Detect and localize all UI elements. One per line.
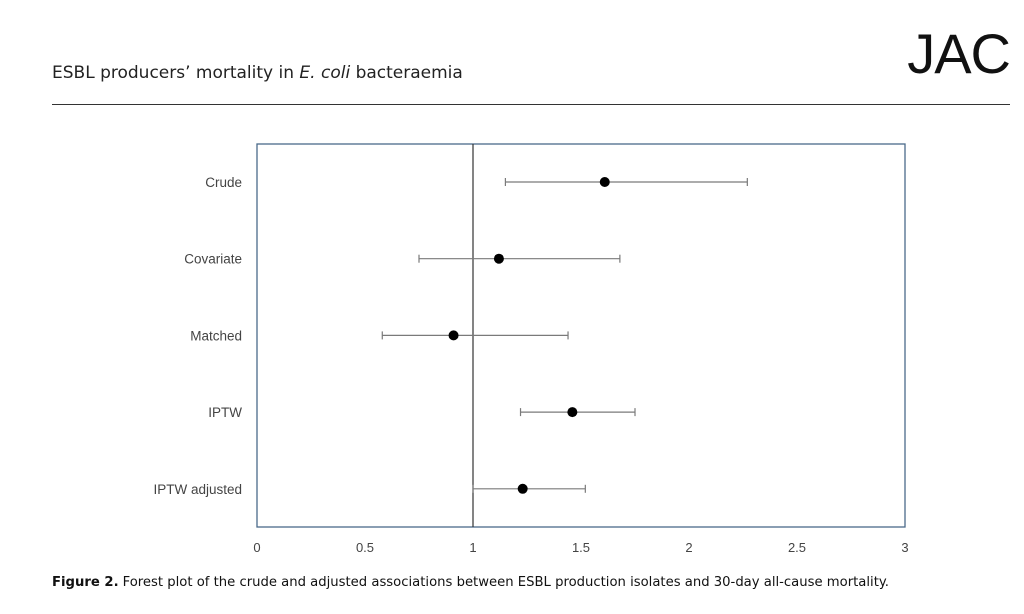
category-label: IPTW adjusted	[153, 482, 242, 497]
figure-caption-text: Forest plot of the crude and adjusted as…	[122, 575, 889, 590]
journal-logo: JAC	[907, 22, 1011, 85]
running-title-italic: E. coli	[299, 63, 351, 83]
point-estimate	[493, 253, 504, 264]
running-title: ESBL producers’ mortality in E. coli bac…	[52, 63, 463, 83]
estimate-row	[418, 253, 621, 264]
point-estimate	[567, 407, 578, 418]
category-label: Covariate	[184, 252, 242, 267]
estimate-row	[519, 407, 636, 418]
category-labels: Crude Covariate Matched IPTW IPTW adjusted	[153, 175, 242, 497]
x-tick-label: 2.5	[788, 540, 806, 555]
point-estimate	[517, 483, 528, 494]
marks-layer	[381, 177, 748, 494]
x-tick-label: 1	[469, 540, 476, 555]
x-tick-label: 3	[901, 540, 908, 555]
estimate-row	[472, 483, 586, 494]
forest-plot: Crude Covariate Matched IPTW IPTW adjusted 0…	[153, 143, 909, 555]
point-estimate	[599, 177, 610, 187]
figure-caption: Figure 2. Forest plot of the crude and ad…	[52, 575, 889, 590]
category-label: Crude	[205, 175, 242, 190]
estimate-row	[504, 177, 748, 187]
running-title-suffix: bacteraemia	[350, 63, 463, 83]
running-title-text: ESBL producers’ mortality in	[52, 63, 300, 83]
x-tick-label: 1.5	[572, 540, 590, 555]
category-label: Matched	[190, 328, 242, 343]
header-divider	[52, 104, 1010, 105]
category-label: IPTW	[208, 405, 242, 420]
plot-area-frame	[256, 143, 906, 528]
x-tick-label: 2	[685, 540, 692, 555]
point-estimate	[448, 330, 459, 341]
x-axis-ticks: 0 0.5 1 1.5 2 2.5 3	[253, 540, 908, 555]
x-tick-label: 0	[253, 540, 260, 555]
figure-label: Figure 2.	[52, 575, 119, 590]
estimate-row	[381, 330, 569, 341]
x-tick-label: 0.5	[356, 540, 374, 555]
